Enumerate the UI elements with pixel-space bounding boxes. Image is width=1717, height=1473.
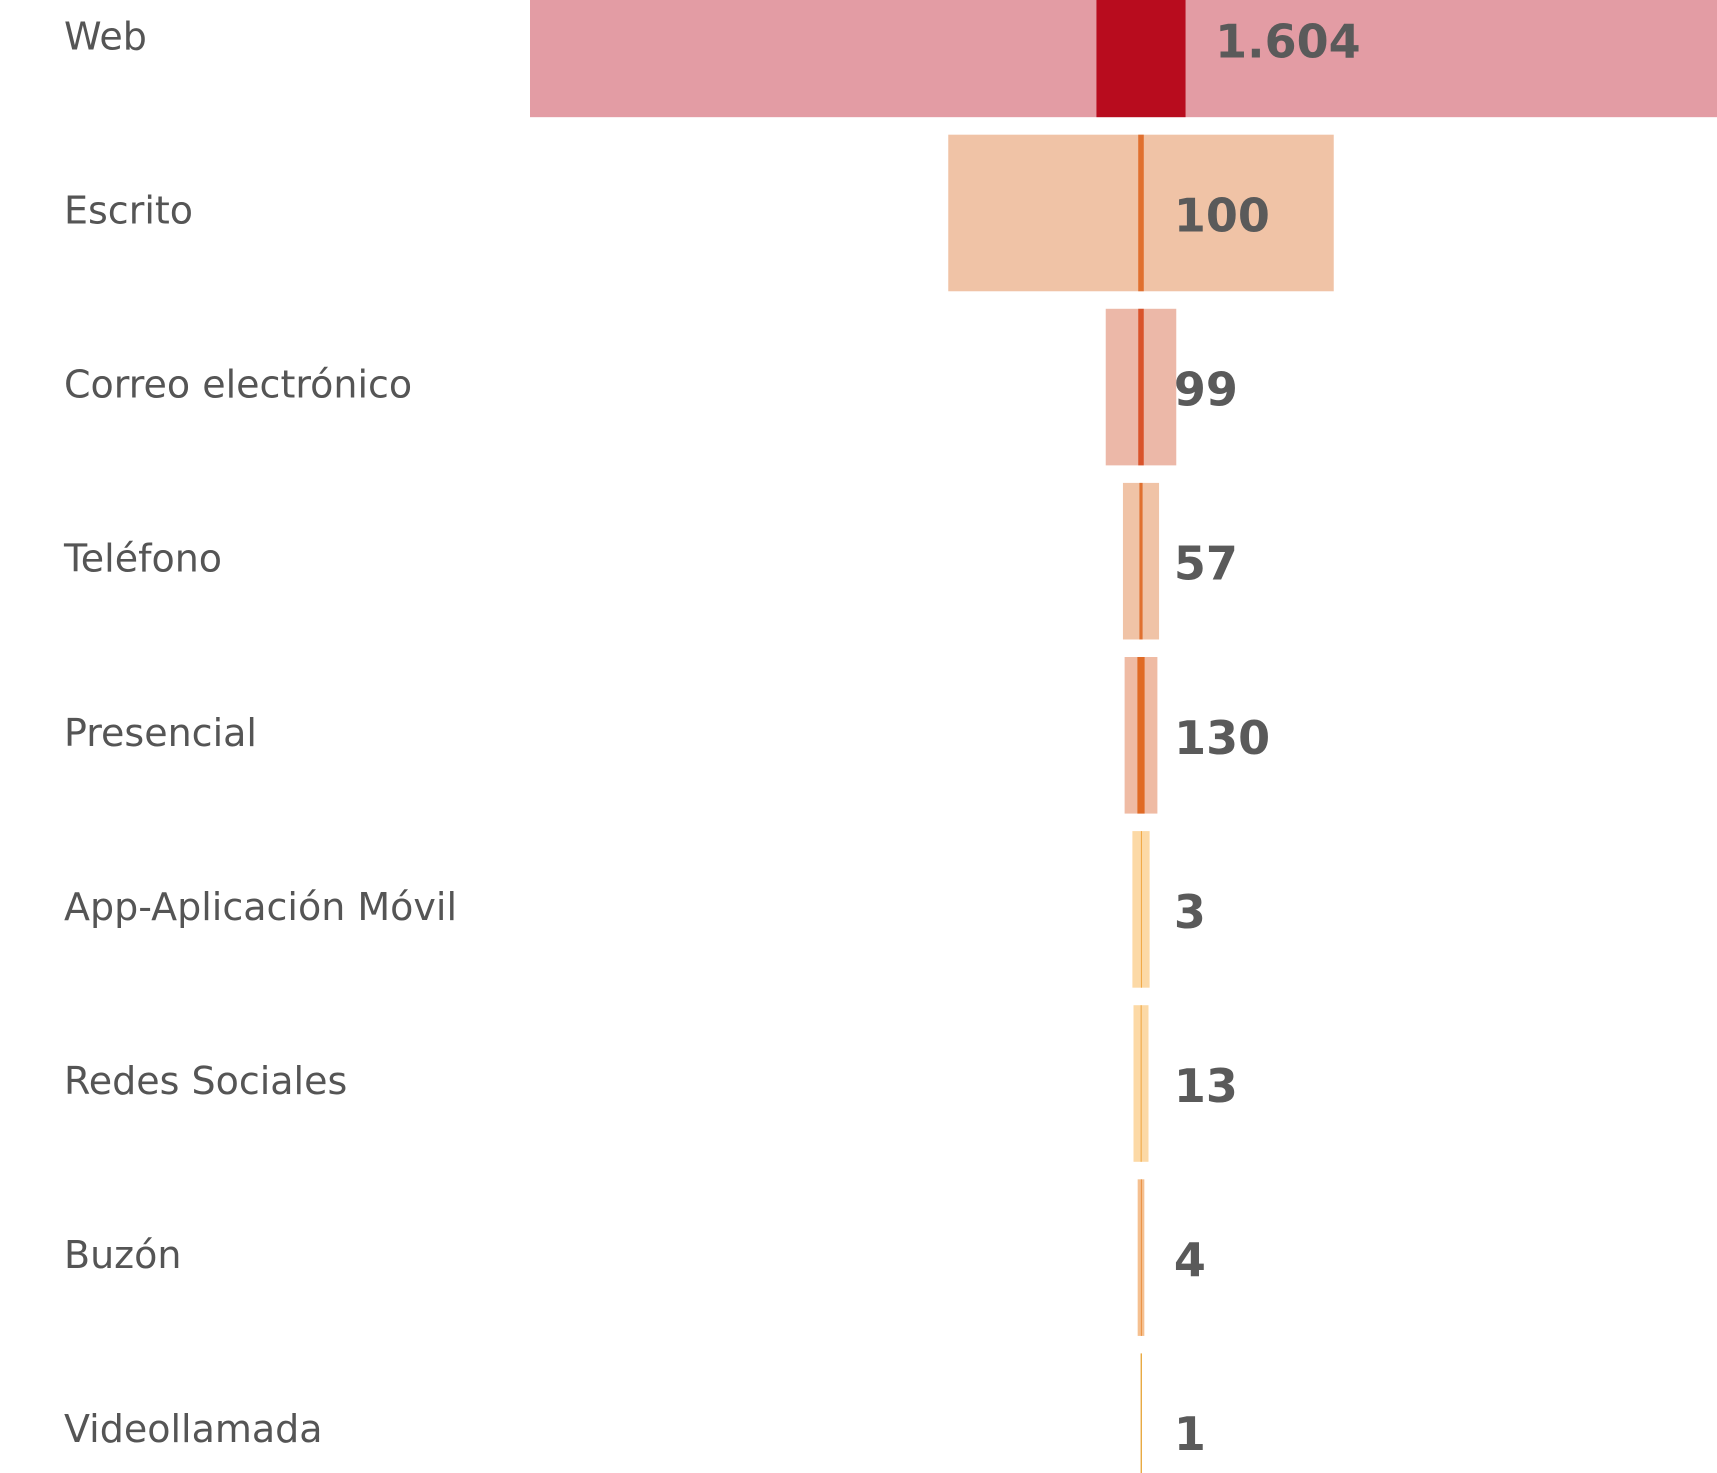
bar (1138, 134, 1144, 292)
category-label: App-Aplicación Móvil (64, 885, 457, 929)
category-label: Correo electrónico (64, 363, 412, 407)
data-label: 57 (1174, 537, 1238, 591)
category-label: Presencial (64, 711, 257, 755)
bar (1140, 1353, 1142, 1473)
bar (1140, 831, 1142, 988)
bar (1138, 308, 1144, 466)
data-label: 4 (1174, 1233, 1206, 1287)
bar (1139, 482, 1143, 640)
bar (1137, 657, 1145, 814)
bar (1140, 1005, 1142, 1162)
plot-area (530, 0, 1717, 1473)
data-label: 1 (1174, 1407, 1206, 1461)
data-label: 130 (1174, 711, 1270, 765)
bar (1096, 0, 1186, 118)
category-label: Buzón (64, 1233, 181, 1277)
data-label: 3 (1174, 885, 1206, 939)
data-label: 1.604 (1215, 14, 1361, 68)
data-label: 99 (1174, 363, 1238, 417)
category-label: Videollamada (64, 1407, 323, 1451)
category-label: Web (64, 14, 147, 58)
category-label: Redes Sociales (64, 1059, 347, 1103)
data-label: 100 (1174, 188, 1270, 242)
data-label: 13 (1174, 1059, 1238, 1113)
category-label: Teléfono (63, 537, 222, 581)
category-label: Escrito (64, 188, 193, 232)
bar (1140, 1179, 1142, 1336)
